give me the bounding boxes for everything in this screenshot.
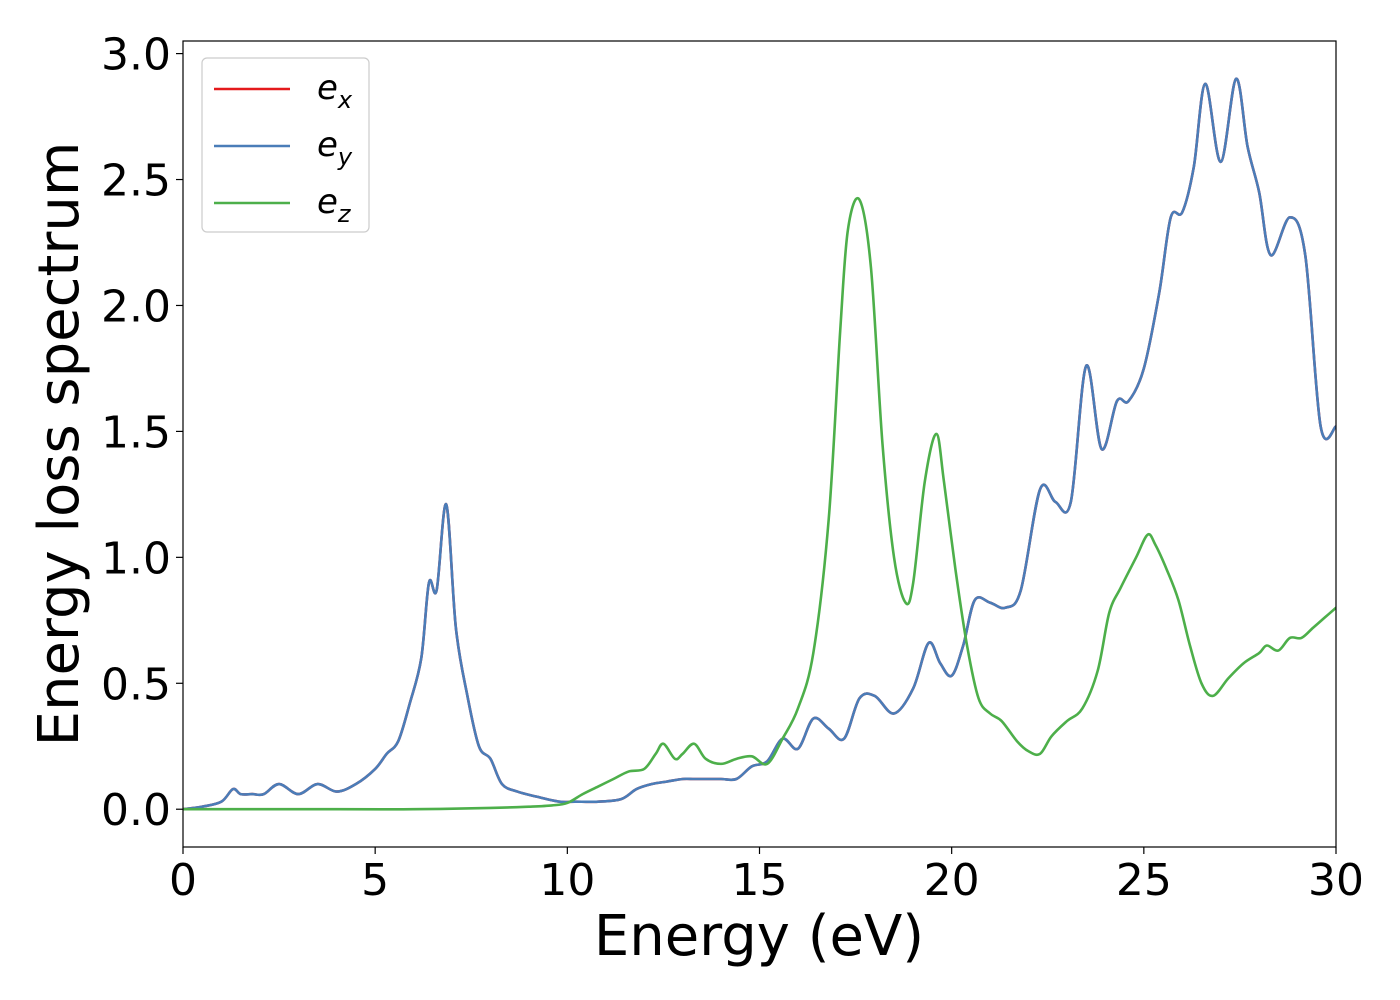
x-tick-label: 25 xyxy=(1116,855,1172,906)
x-tick-label: 0 xyxy=(169,855,197,906)
legend-label-x: ex xyxy=(317,68,353,114)
x-tick-label: 10 xyxy=(539,855,595,906)
x-tick-label: 5 xyxy=(361,855,389,906)
y-tick-label: 0.0 xyxy=(101,785,171,836)
x-tick-label: 15 xyxy=(732,855,788,906)
y-tick-label: 1.5 xyxy=(101,407,171,458)
y-tick-label: 2.0 xyxy=(101,281,171,332)
x-axis: 0 5 10 15 20 25 30 xyxy=(169,847,1364,906)
y-tick-label: 2.5 xyxy=(101,156,171,207)
y-axis: 0.0 0.5 1.0 1.5 2.0 2.5 3.0 xyxy=(101,30,183,836)
x-axis-label: Energy (eV) xyxy=(594,904,924,969)
x-tick-label: 30 xyxy=(1308,855,1364,906)
plot-area xyxy=(183,77,1336,811)
y-tick-label: 1.0 xyxy=(101,533,171,584)
legend-label-y: ey xyxy=(317,125,353,171)
series-line-z xyxy=(183,196,1336,811)
y-tick-label: 0.5 xyxy=(101,659,171,710)
series-line-y xyxy=(183,77,1336,811)
legend-label-z: ez xyxy=(317,182,352,228)
x-tick-label: 20 xyxy=(924,855,980,906)
y-axis-label: Energy loss spectrum xyxy=(27,142,92,747)
y-tick-label: 3.0 xyxy=(101,30,171,81)
legend: ex ey ez xyxy=(201,57,370,233)
